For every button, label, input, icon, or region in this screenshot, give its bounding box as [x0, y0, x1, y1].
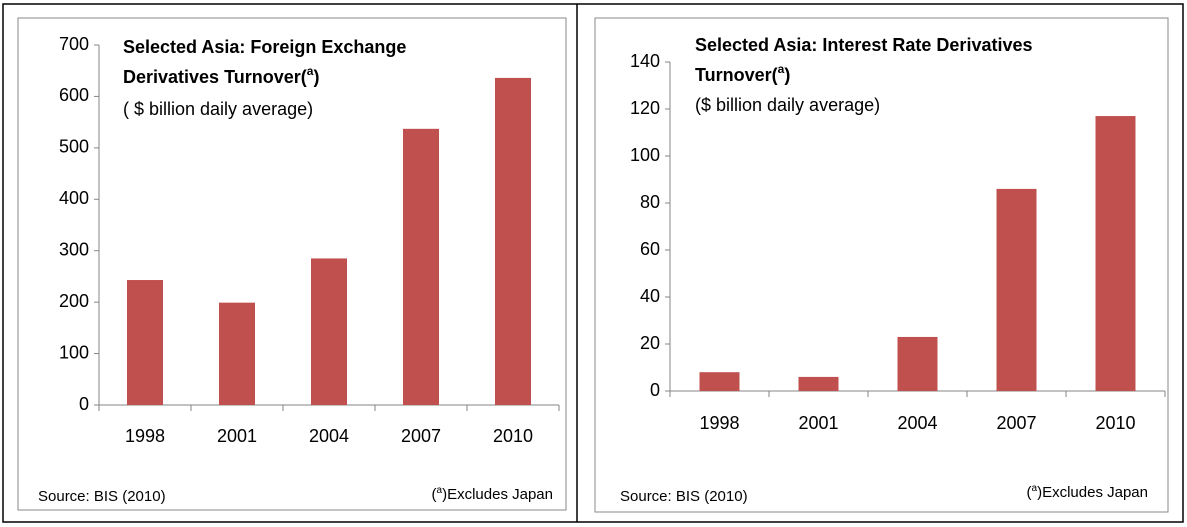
title-superscript: a — [307, 64, 314, 78]
y-tick-label: 140 — [630, 51, 660, 71]
footnote-text: )Excludes Japan — [442, 486, 553, 503]
y-tick-label: 100 — [59, 342, 89, 362]
y-tick-label: 600 — [59, 85, 89, 105]
footnote: (a)Excludes Japan — [1027, 483, 1148, 501]
x-tick-label: 2010 — [1095, 413, 1135, 433]
y-tick-label: 500 — [59, 137, 89, 157]
x-tick-label: 2004 — [309, 426, 349, 446]
y-tick-label: 20 — [640, 333, 660, 353]
bar — [403, 128, 439, 406]
x-tick-label: 1998 — [699, 413, 739, 433]
y-tick-label: 60 — [640, 239, 660, 259]
footnote-superscript: a — [437, 485, 443, 496]
y-tick-label: 200 — [59, 291, 89, 311]
footnote-text: )Excludes Japan — [1037, 484, 1148, 501]
y-tick-label: 100 — [630, 145, 660, 165]
chart-title: Selected Asia: Interest Rate Derivatives — [695, 35, 1033, 55]
y-tick-label: 120 — [630, 98, 660, 118]
footnote-text: ( — [1027, 484, 1032, 501]
footnote-superscript: a — [1032, 483, 1038, 494]
y-tick-label: 40 — [640, 286, 660, 306]
source-note: Source: BIS (2010) — [620, 488, 748, 505]
y-tick-label: 80 — [640, 192, 660, 212]
x-tick-label: 2010 — [493, 426, 533, 446]
bar — [1095, 116, 1136, 392]
y-tick-label: 300 — [59, 239, 89, 259]
x-tick-label: 1998 — [125, 426, 165, 446]
chart-frame — [17, 17, 567, 511]
y-tick-label: 0 — [650, 380, 660, 400]
table-border — [2, 3, 1184, 523]
footnote: (a)Excludes Japan — [432, 485, 553, 503]
chart-frame — [594, 17, 1169, 513]
chart-subtitle: ( $ billion daily average) — [123, 99, 313, 119]
x-tick-label: 2007 — [996, 413, 1036, 433]
bar — [495, 77, 531, 406]
chart-title: Turnover(a) — [695, 62, 790, 85]
y-tick-label: 400 — [59, 188, 89, 208]
bar — [311, 258, 347, 405]
bar — [219, 302, 255, 405]
x-tick-label: 2001 — [217, 426, 257, 446]
title-text: Derivatives Turnover( — [123, 67, 307, 87]
footnote-text: ( — [432, 486, 437, 503]
bar — [798, 376, 839, 391]
chart-title: Derivatives Turnover(a) — [123, 64, 319, 87]
y-tick-label: 0 — [79, 394, 89, 414]
chart-subtitle: ($ billion daily average) — [695, 95, 880, 115]
x-tick-label: 2007 — [401, 426, 441, 446]
title-text: ) — [313, 67, 319, 87]
title-text: Turnover( — [695, 65, 778, 85]
bar — [996, 188, 1037, 391]
x-tick-label: 2001 — [798, 413, 838, 433]
x-tick-label: 2004 — [897, 413, 937, 433]
bar — [897, 336, 938, 391]
chart-title: Selected Asia: Foreign Exchange — [123, 37, 406, 57]
y-tick-label: 700 — [59, 34, 89, 54]
bar — [127, 280, 163, 405]
bar — [699, 372, 740, 391]
source-note: Source: BIS (2010) — [38, 488, 166, 505]
title-superscript: a — [778, 62, 785, 76]
title-text: ) — [784, 65, 790, 85]
